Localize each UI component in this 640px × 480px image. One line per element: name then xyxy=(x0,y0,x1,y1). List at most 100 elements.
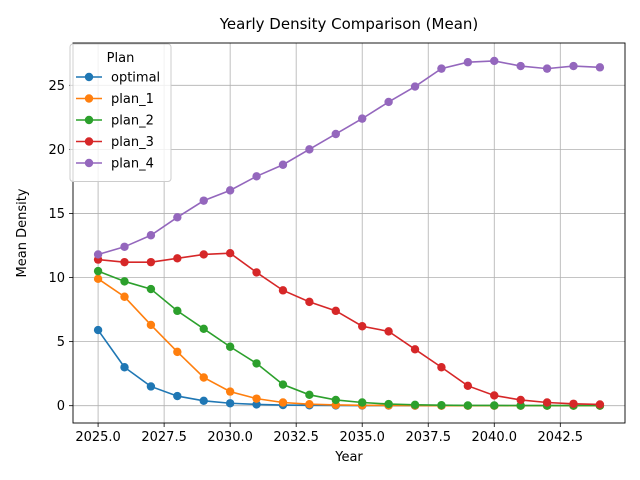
data-point-plan_3 xyxy=(305,297,314,307)
data-point-plan_2 xyxy=(93,266,103,276)
legend-marker-plan_4 xyxy=(84,158,94,168)
data-point-plan_4 xyxy=(252,172,261,181)
series-line-plan_1 xyxy=(97,278,600,407)
x-axis-ticks: 2025.0 2027.5 2030.0 2032.5 2035.0 2037.5 2040… xyxy=(75,423,583,445)
x-tick-label: 2027.5 xyxy=(141,430,187,445)
data-point-plan_1 xyxy=(120,292,129,301)
data-point-plan_3 xyxy=(542,398,552,407)
data-point-plan_2 xyxy=(384,399,393,409)
grid-lines xyxy=(73,43,625,423)
data-point-plan_3 xyxy=(384,327,393,336)
data-point-plan_3 xyxy=(595,400,605,409)
data-point-plan_4 xyxy=(146,231,156,240)
data-point-plan_4 xyxy=(595,63,605,72)
data-point-plan_4 xyxy=(199,196,208,205)
legend-marker-plan_1 xyxy=(84,94,94,103)
data-point-plan_4 xyxy=(93,250,103,259)
data-point-plan_3 xyxy=(437,363,446,372)
legend-marker-plan_3 xyxy=(84,137,94,146)
series-markers xyxy=(93,56,605,410)
y-tick-label: 5 xyxy=(57,335,65,350)
data-point-plan_4 xyxy=(225,186,235,195)
data-point-plan_2 xyxy=(199,324,208,334)
data-point-plan_3 xyxy=(463,381,473,391)
data-point-plan_1 xyxy=(146,320,156,330)
data-point-plan_2 xyxy=(278,380,288,389)
y-tick-label: 15 xyxy=(48,207,65,222)
data-point-plan_2 xyxy=(490,401,499,410)
data-point-plan_4 xyxy=(490,56,499,66)
series-line-plan_3 xyxy=(98,252,600,406)
x-tick-label: 2035.0 xyxy=(339,430,385,445)
data-point-plan_2 xyxy=(437,400,446,410)
data-point-plan_3 xyxy=(120,257,129,267)
data-point-plan_4 xyxy=(569,61,578,71)
x-tick-label: 2030.0 xyxy=(207,430,253,445)
x-tick-label: 2040.0 xyxy=(472,430,518,445)
data-point-optimal xyxy=(93,325,103,335)
data-point-plan_2 xyxy=(305,390,314,400)
data-point-optimal xyxy=(120,363,129,372)
x-tick-label: 2025.0 xyxy=(75,430,121,445)
legend-label-plan_4: plan_4 xyxy=(111,157,154,172)
data-point-plan_1 xyxy=(252,394,261,403)
legend-items: optimal plan_1 plan_2 plan_3 plan_4 xyxy=(76,71,160,172)
x-tick-label: 2037.5 xyxy=(405,430,451,445)
data-point-optimal xyxy=(252,400,261,409)
legend-label-plan_3: plan_3 xyxy=(111,135,154,150)
y-tick-label: 20 xyxy=(48,143,65,158)
data-point-plan_2 xyxy=(146,284,156,294)
y-axis-label: Mean Density xyxy=(15,188,30,277)
data-point-plan_2 xyxy=(120,277,129,286)
data-point-plan_4 xyxy=(305,145,314,154)
data-point-optimal xyxy=(173,391,182,401)
data-point-plan_4 xyxy=(120,242,129,251)
data-point-plan_3 xyxy=(358,322,367,331)
data-point-plan_3 xyxy=(225,248,235,258)
data-point-optimal xyxy=(199,396,208,406)
y-axis-ticks: 0 5 10 15 20 25 xyxy=(48,79,73,414)
chart-title: Yearly Density Comparison (Mean) xyxy=(219,15,479,33)
data-point-optimal xyxy=(146,382,156,391)
legend-title: Plan xyxy=(107,51,135,66)
data-point-plan_1 xyxy=(278,398,288,407)
series-line-plan_2 xyxy=(97,270,600,407)
data-point-plan_4 xyxy=(384,97,393,107)
legend-label-optimal: optimal xyxy=(111,71,160,86)
data-point-plan_2 xyxy=(358,398,367,407)
data-point-plan_4 xyxy=(358,114,367,123)
data-point-plan_1 xyxy=(305,399,314,409)
data-point-plan_4 xyxy=(516,61,525,71)
data-point-plan_4 xyxy=(463,58,473,67)
data-point-plan_4 xyxy=(173,213,182,222)
data-point-plan_2 xyxy=(252,359,261,368)
data-point-plan_4 xyxy=(437,64,446,73)
legend-box xyxy=(69,43,172,182)
data-point-plan_3 xyxy=(331,306,340,316)
data-point-plan_1 xyxy=(93,274,103,284)
legend-marker-plan_2 xyxy=(84,115,94,125)
data-point-plan_1 xyxy=(225,387,235,396)
data-point-plan_3 xyxy=(410,345,420,354)
legend-label-plan_2: plan_2 xyxy=(111,114,154,129)
x-tick-label: 2042.5 xyxy=(538,430,584,445)
data-point-plan_3 xyxy=(490,391,499,400)
legend: Plan optimal plan_1 plan_2 plan_3 plan_4 xyxy=(69,43,172,182)
data-point-plan_4 xyxy=(542,64,552,73)
plot-frame xyxy=(72,42,626,424)
data-point-plan_2 xyxy=(331,395,340,405)
y-tick-label: 0 xyxy=(57,399,65,414)
series-line-plan_4 xyxy=(97,60,600,256)
data-point-plan_4 xyxy=(410,82,420,91)
data-point-optimal xyxy=(225,399,235,408)
data-point-plan_4 xyxy=(331,129,340,139)
y-tick-label: 10 xyxy=(48,271,65,286)
data-point-plan_2 xyxy=(225,342,235,351)
data-point-plan_3 xyxy=(199,250,208,259)
x-tick-label: 2032.5 xyxy=(273,430,319,445)
data-point-plan_1 xyxy=(173,347,182,357)
data-point-plan_4 xyxy=(278,160,288,169)
data-point-plan_3 xyxy=(516,395,525,405)
data-point-plan_3 xyxy=(569,399,578,408)
data-point-plan_2 xyxy=(410,400,420,410)
